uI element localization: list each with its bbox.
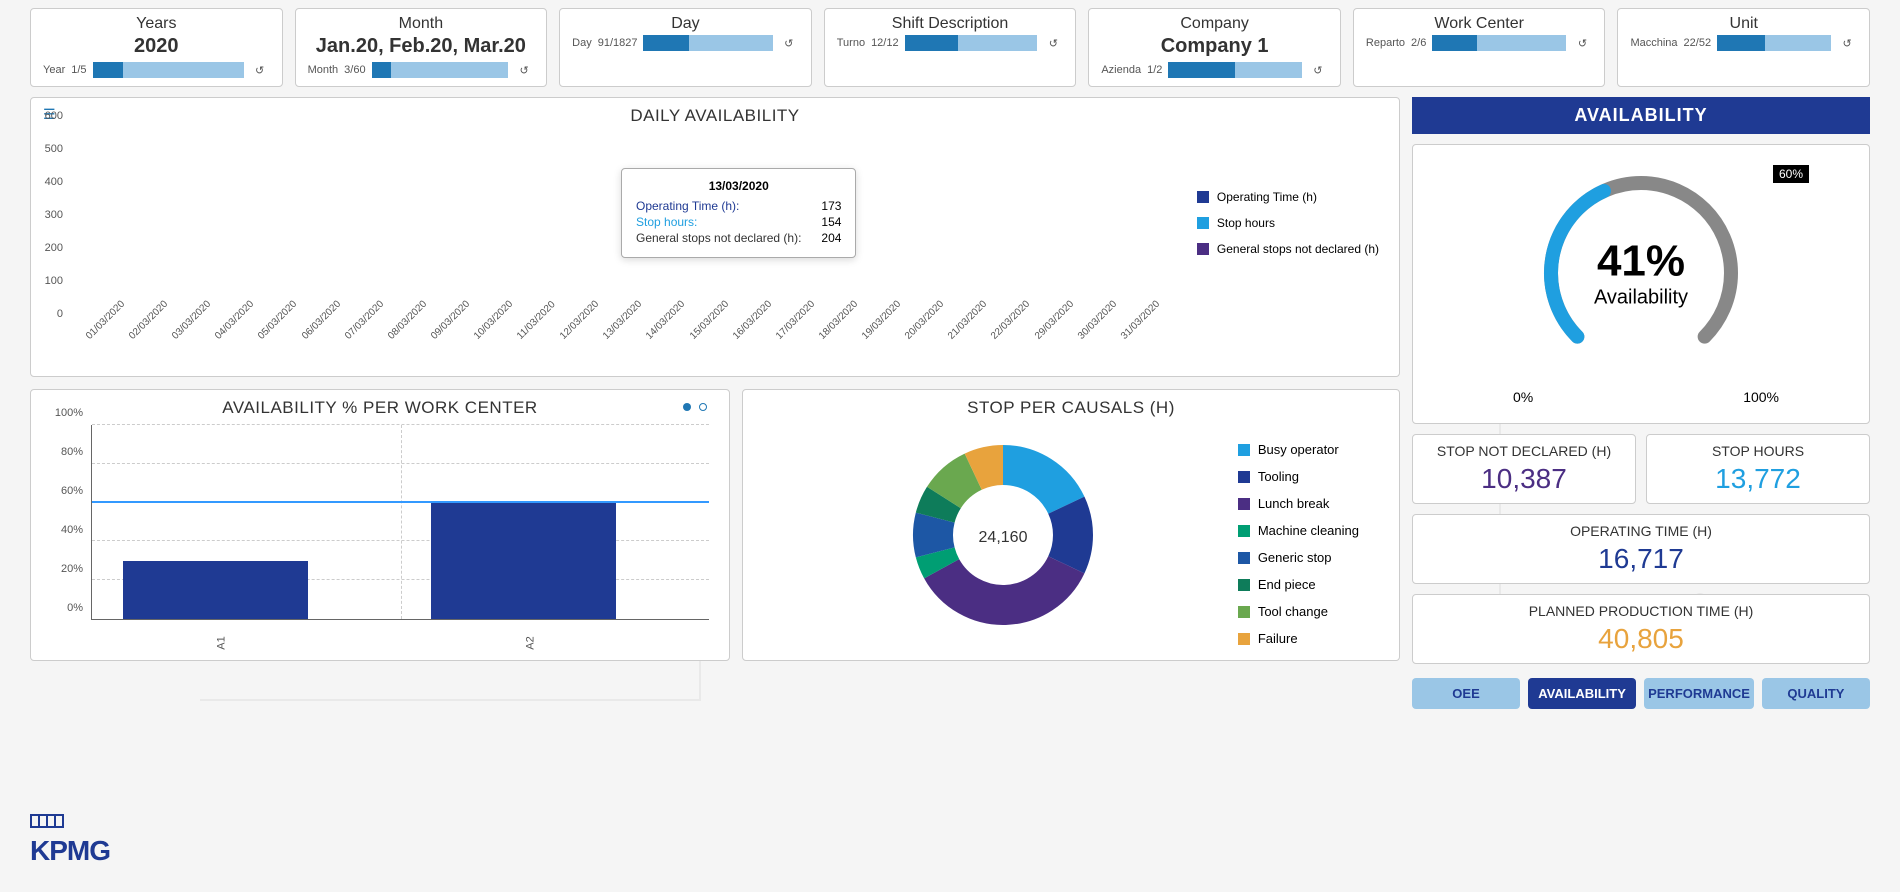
gauge-panel: 41%Availability 60% 0% 100% — [1412, 144, 1870, 424]
daily-availability-panel: ☰ DAILY AVAILABILITY 0100200300400500600… — [30, 97, 1400, 377]
filter-work-center[interactable]: Work Center Reparto2/6 ↺ — [1353, 8, 1606, 87]
filters-row: Years 2020 Year1/5 ↺ Month Jan.20, Feb.2… — [30, 8, 1870, 87]
kpi-operating: OPERATING TIME (H) 16,717 — [1412, 514, 1870, 584]
reset-icon[interactable]: ↺ — [514, 60, 534, 80]
nav-oee[interactable]: OEE — [1412, 678, 1520, 709]
reset-icon[interactable]: ↺ — [1837, 33, 1857, 53]
filter-day[interactable]: Day Day91/1827 ↺ — [559, 8, 812, 87]
chart-tooltip: 13/03/2020Operating Time (h):173Stop hou… — [621, 168, 856, 258]
daily-chart-title: DAILY AVAILABILITY — [43, 106, 1387, 126]
filter-shift-description[interactable]: Shift Description Turno12/12 ↺ — [824, 8, 1077, 87]
nav-availability[interactable]: AVAILABILITY — [1528, 678, 1636, 709]
reset-icon[interactable]: ↺ — [250, 60, 270, 80]
causals-title: STOP PER CAUSALS (H) — [755, 398, 1387, 418]
wc-pager[interactable] — [681, 398, 709, 416]
reset-icon[interactable]: ↺ — [1308, 60, 1328, 80]
availability-banner: AVAILABILITY — [1412, 97, 1870, 134]
reset-icon[interactable]: ↺ — [1572, 33, 1592, 53]
reset-icon[interactable]: ↺ — [779, 33, 799, 53]
filter-unit[interactable]: Unit Macchina22/52 ↺ — [1617, 8, 1870, 87]
filter-company[interactable]: Company Company 1 Azienda1/2 ↺ — [1088, 8, 1341, 87]
reset-icon[interactable]: ↺ — [1043, 33, 1063, 53]
filter-month[interactable]: Month Jan.20, Feb.20, Mar.20 Month3/60 ↺ — [295, 8, 548, 87]
kpi-planned: PLANNED PRODUCTION TIME (H) 40,805 — [1412, 594, 1870, 664]
work-center-panel: AVAILABILITY % PER WORK CENTER 0%20%40%6… — [30, 389, 730, 661]
nav-quality[interactable]: QUALITY — [1762, 678, 1870, 709]
kpi-box: STOP NOT DECLARED (H)10,387 — [1412, 434, 1636, 504]
nav-performance[interactable]: PERFORMANCE — [1644, 678, 1754, 709]
kpi-box: STOP HOURS13,772 — [1646, 434, 1870, 504]
filter-years[interactable]: Years 2020 Year1/5 ↺ — [30, 8, 283, 87]
logo: KPMG — [30, 803, 110, 867]
causals-panel: STOP PER CAUSALS (H) 24,160 Busy operato… — [742, 389, 1400, 661]
wc-chart-title: AVAILABILITY % PER WORK CENTER — [43, 398, 717, 418]
